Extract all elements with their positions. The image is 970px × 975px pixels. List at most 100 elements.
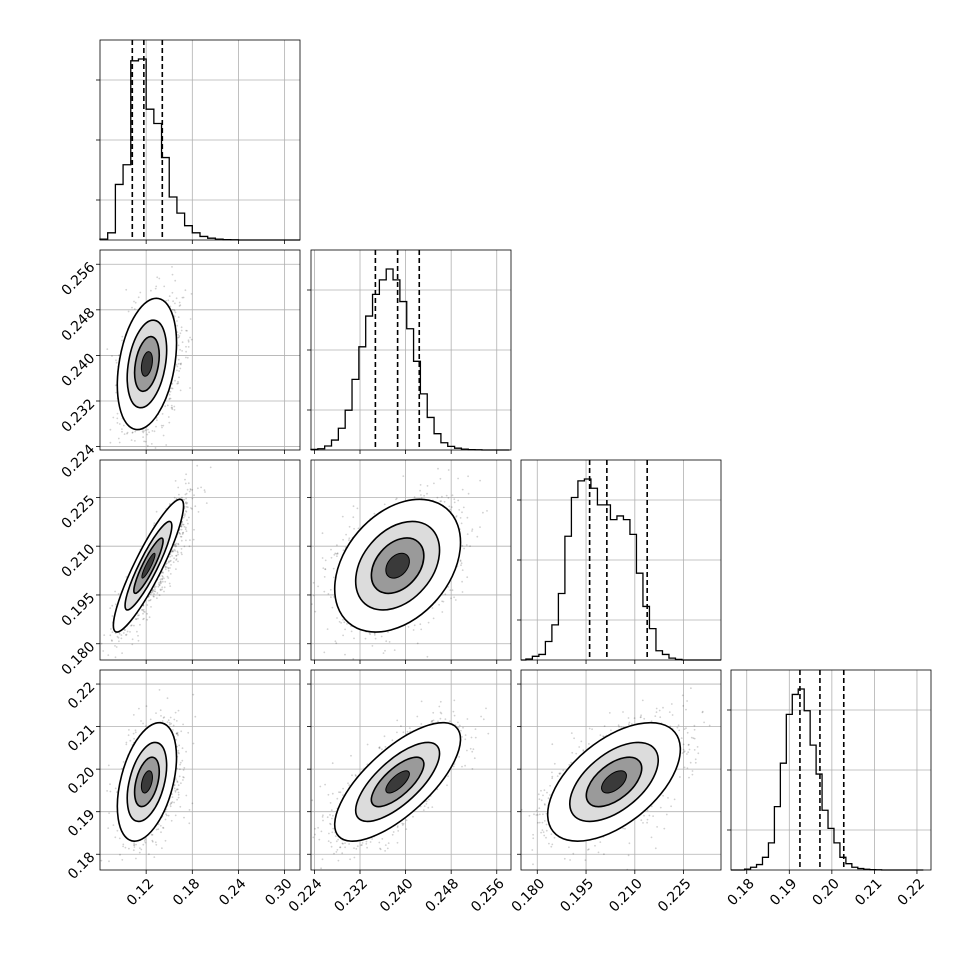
scatter-point [468, 493, 470, 495]
scatter-point [154, 522, 156, 524]
scatter-point [461, 581, 463, 583]
scatter-point [308, 603, 310, 605]
scatter-point [183, 524, 185, 526]
scatter-point [134, 440, 136, 442]
scatter-point [114, 591, 116, 593]
scatter-point [169, 394, 171, 396]
scatter-point [132, 432, 134, 434]
scatter-point [124, 433, 126, 435]
scatter-point [155, 288, 157, 290]
scatter-point [185, 346, 187, 348]
scatter-point [472, 528, 474, 530]
scatter-point [178, 359, 180, 361]
scatter-point [167, 405, 169, 407]
scatter-point [128, 734, 130, 736]
scatter-point [175, 480, 177, 482]
scatter-point [333, 568, 335, 570]
scatter-point [106, 790, 108, 792]
scatter-point [175, 544, 177, 546]
scatter-point [461, 545, 463, 547]
scatter-point [162, 425, 164, 427]
scatter-point [189, 491, 191, 493]
scatter-point [187, 523, 189, 525]
scatter-point [133, 733, 135, 735]
scatter-point [176, 370, 178, 372]
scatter-point [176, 320, 178, 322]
scatter-point [135, 618, 137, 620]
scatter-point [170, 573, 172, 575]
scatter-point [156, 276, 158, 278]
scatter-point [115, 385, 117, 387]
scatter-point [394, 649, 396, 651]
scatter-point [146, 604, 148, 606]
scatter-point [448, 469, 450, 471]
scatter-point [109, 634, 111, 636]
scatter-point [374, 634, 376, 636]
scatter-point [408, 626, 410, 628]
scatter-point [182, 341, 184, 343]
scatter-point [174, 280, 176, 282]
scatter-point [186, 530, 188, 532]
scatter-point [189, 337, 191, 339]
scatter-point [358, 528, 360, 530]
scatter-point [185, 330, 187, 332]
scatter-point [156, 829, 158, 831]
scatter-point [163, 578, 165, 580]
scatter-point [164, 581, 166, 583]
hist-panel-2 [517, 460, 721, 664]
scatter-point [178, 377, 180, 379]
scatter-point [446, 495, 448, 497]
scatter-point [111, 355, 113, 357]
scatter-point [164, 405, 166, 407]
histogram-step [311, 269, 509, 450]
scatter-point [121, 652, 123, 654]
scatter-point [168, 416, 170, 418]
scatter-point [206, 502, 208, 504]
scatter-point [467, 533, 469, 535]
scatter-point [121, 336, 123, 338]
scatter-point [440, 478, 442, 480]
scatter-point [204, 491, 206, 493]
scatter-point [101, 643, 103, 645]
scatter-point [323, 652, 325, 654]
scatter-point [121, 428, 123, 430]
scatter-point [134, 431, 136, 433]
scatter-point [154, 588, 156, 590]
scatter-point [177, 487, 179, 489]
scatter-point [159, 584, 161, 586]
scatter-point [309, 604, 311, 606]
scatter-point [190, 507, 192, 509]
scatter-point [461, 562, 463, 564]
scatter-point [142, 436, 144, 438]
scatter-point [164, 586, 166, 588]
scatter-point [177, 561, 179, 563]
scatter-point [131, 307, 133, 309]
scatter-point [177, 551, 179, 553]
scatter-point [168, 422, 170, 424]
scatter-point [353, 528, 355, 530]
scatter-point [181, 536, 183, 538]
scatter-point [423, 495, 425, 497]
scatter-point [357, 508, 359, 510]
scatter-point [372, 645, 374, 647]
scatter-point [103, 634, 105, 636]
scatter-point [120, 455, 122, 457]
scatter-point [145, 429, 147, 431]
scatter-point [168, 567, 170, 569]
scatter-point [349, 526, 351, 528]
scatter-point [136, 631, 138, 633]
scatter-point [175, 546, 177, 548]
scatter-point [188, 517, 190, 519]
scatter-point [187, 357, 189, 359]
scatter-point [353, 638, 355, 640]
y-tick-label: 0.180 [59, 639, 99, 679]
scatter-point [133, 301, 135, 303]
scatter-point [444, 593, 446, 595]
scatter-point [140, 849, 142, 851]
histogram-step [521, 479, 721, 660]
scatter-point [156, 419, 158, 421]
scatter-point [179, 302, 181, 304]
scatter-point [184, 513, 186, 515]
scatter-point [113, 824, 115, 826]
